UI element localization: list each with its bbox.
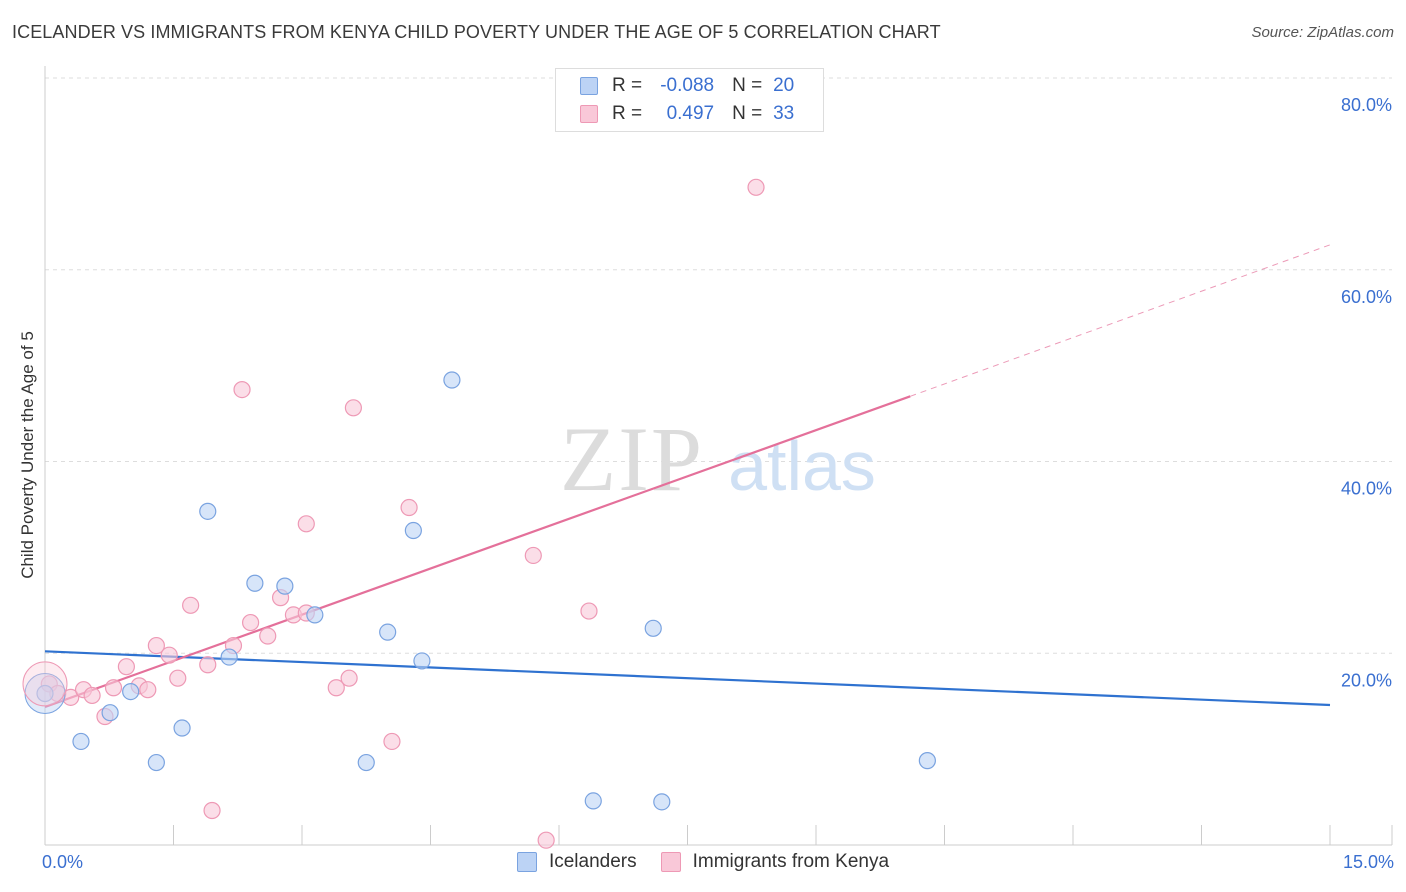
point-kenya xyxy=(327,679,345,697)
legend-label-icelanders: Icelanders xyxy=(548,851,637,872)
watermark: ZIP atlas xyxy=(560,408,876,510)
point-kenya xyxy=(83,686,101,705)
point-icelanders xyxy=(918,752,936,770)
legend-swatch-pink xyxy=(580,105,598,123)
point-kenya-cluster xyxy=(22,661,68,707)
legend-n-label: N = xyxy=(732,75,763,96)
watermark-atlas: atlas xyxy=(728,427,876,505)
legend-n-label: N = xyxy=(732,103,763,124)
point-icelanders xyxy=(644,619,662,637)
point-icelanders xyxy=(379,623,397,641)
point-icelanders xyxy=(357,753,375,772)
watermark-zip: ZIP xyxy=(560,408,704,510)
point-kenya xyxy=(169,669,187,687)
axis-layer xyxy=(44,66,1393,846)
point-kenya xyxy=(344,399,362,417)
point-icelanders xyxy=(413,652,431,670)
trend-line-kenya xyxy=(44,395,911,708)
y-axis-label: Child Poverty Under the Age of 5 xyxy=(18,331,37,579)
y-tick-label: 80.0% xyxy=(1341,95,1392,115)
point-kenya xyxy=(400,498,418,517)
point-kenya xyxy=(537,831,555,849)
legend-label-kenya: Immigrants from Kenya xyxy=(692,851,890,872)
point-icelanders xyxy=(72,732,90,751)
y-tick-label: 60.0% xyxy=(1341,287,1392,307)
x-tick-min: 0.0% xyxy=(42,852,84,872)
point-kenya xyxy=(524,546,542,565)
points-layer xyxy=(22,178,936,849)
legend-r-label: R = xyxy=(612,103,643,124)
point-kenya xyxy=(117,658,135,676)
point-kenya xyxy=(383,732,401,751)
stats-legend: R = -0.088 N = 20 R = 0.497 N = 33 xyxy=(555,68,824,132)
y-tick-label: 20.0% xyxy=(1341,670,1392,690)
legend-swatch-blue xyxy=(580,77,598,95)
point-icelanders xyxy=(443,371,461,389)
point-icelanders xyxy=(306,606,324,624)
point-icelanders xyxy=(220,648,238,666)
point-kenya xyxy=(203,801,221,820)
point-icelanders xyxy=(173,719,191,737)
point-kenya xyxy=(139,681,157,699)
point-icelanders xyxy=(122,682,140,701)
point-icelanders xyxy=(36,684,54,703)
legend-row-icelanders: R = -0.088 N = 20 xyxy=(580,73,794,99)
point-icelanders xyxy=(653,793,671,811)
point-kenya xyxy=(259,627,277,645)
point-icelanders xyxy=(584,792,602,810)
legend-r-label: R = xyxy=(612,75,643,96)
legend-item-icelanders[interactable]: Icelanders xyxy=(516,851,637,873)
source-attribution: Source: ZipAtlas.com xyxy=(1251,24,1394,41)
legend-r-value: 0.497 xyxy=(666,103,715,124)
legend-row-kenya: R = 0.497 N = 33 xyxy=(580,101,794,127)
legend-swatch-icelanders xyxy=(516,852,537,872)
legend-r-value: -0.088 xyxy=(660,75,715,96)
series-legend: Icelanders Immigrants from Kenya xyxy=(0,851,1406,873)
trend-extension-kenya xyxy=(910,244,1331,397)
trend-line-icelanders xyxy=(44,650,1331,707)
point-icelanders xyxy=(246,574,264,592)
point-kenya xyxy=(233,380,251,399)
point-icelanders xyxy=(147,753,165,772)
legend-n-value: 33 xyxy=(773,103,795,124)
legend-n-value: 20 xyxy=(773,75,795,96)
point-kenya xyxy=(182,596,200,614)
x-tick-max: 15.0% xyxy=(1342,852,1394,872)
point-kenya xyxy=(242,613,260,632)
grid-layer xyxy=(45,77,1392,654)
point-kenya xyxy=(104,679,123,697)
point-icelanders xyxy=(101,704,119,722)
legend-swatch-kenya xyxy=(660,852,681,872)
point-kenya xyxy=(297,515,315,533)
y-tick-label: 40.0% xyxy=(1341,479,1392,499)
point-icelanders xyxy=(199,502,217,520)
chart-title: ICELANDER VS IMMIGRANTS FROM KENYA CHILD… xyxy=(12,22,941,42)
legend-item-kenya[interactable]: Immigrants from Kenya xyxy=(660,851,890,873)
point-kenya xyxy=(199,656,217,674)
point-icelanders xyxy=(276,577,294,595)
point-kenya xyxy=(147,636,165,655)
trend-layer xyxy=(44,244,1331,708)
point-kenya xyxy=(340,669,358,687)
point-kenya xyxy=(160,646,178,664)
point-kenya xyxy=(747,178,765,196)
point-icelanders xyxy=(404,521,422,540)
point-kenya xyxy=(580,602,598,620)
y-tick-labels: 20.0% 40.0% 60.0% 80.0% xyxy=(1341,95,1392,690)
